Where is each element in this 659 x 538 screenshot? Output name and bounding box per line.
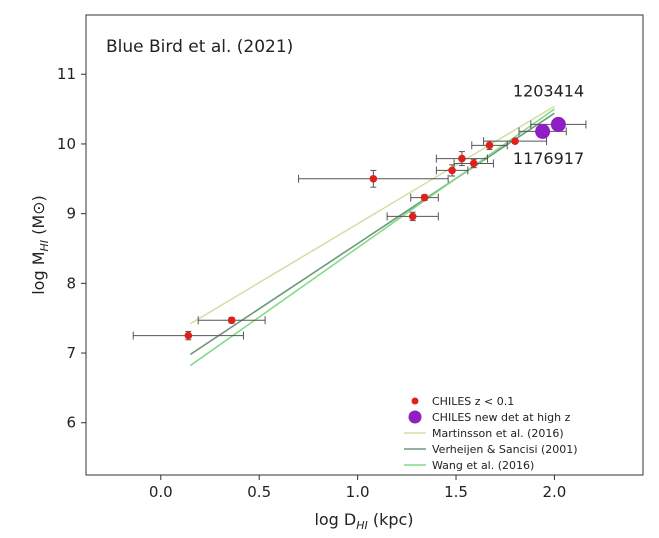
chiles-point: [420, 193, 429, 202]
x-axis-ticks: 0.0 0.5 1.0 1.5 2.0: [149, 475, 566, 501]
x-tick-label: 1.0: [346, 483, 370, 501]
chiles-point: [458, 154, 466, 163]
chart-title: Blue Bird et al. (2021): [106, 37, 293, 57]
x-tick-label: 1.5: [444, 483, 468, 501]
y-axis-ticks: 6 7 8 9 10 11: [57, 65, 86, 432]
x-axis-label-sub: HI: [356, 519, 368, 532]
legend-label: CHILES z < 0.1: [432, 395, 514, 408]
y-axis-label-sub: HI: [38, 240, 51, 252]
x-axis-label: log DHI (kpc): [314, 510, 413, 532]
chiles-point: [408, 212, 417, 221]
legend-marker: [411, 397, 419, 405]
y-tick-label: 11: [57, 65, 76, 83]
x-tick-label: 0.0: [149, 483, 173, 501]
y-axis-label: log MHI (M⊙): [29, 195, 51, 295]
fit-lines: [189, 105, 555, 367]
y-axis-label-main: log M: [29, 252, 48, 295]
legend-label: Verheijen & Sancisi (2001): [432, 443, 578, 456]
legend: CHILES z < 0.1 CHILES new det at high z Ma…: [404, 395, 578, 472]
x-tick-label: 0.5: [247, 483, 271, 501]
x-tick-label: 2.0: [543, 483, 567, 501]
galaxy-id-annotation: 1203414: [513, 82, 584, 101]
y-tick-label: 7: [66, 344, 76, 362]
data-points: [184, 116, 566, 340]
y-tick-label: 10: [57, 135, 76, 153]
high-z-detection-point: [550, 116, 566, 132]
plot-area-frame: [85, 14, 644, 476]
fit-line: [189, 108, 555, 367]
chiles-point: [511, 137, 519, 145]
chiles-point: [184, 331, 193, 340]
y-tick-label: 6: [66, 414, 76, 432]
x-axis-label-unit: (kpc): [368, 510, 414, 529]
chiles-point: [485, 141, 494, 150]
y-tick-label: 8: [66, 274, 76, 292]
y-tick-label: 9: [66, 205, 76, 223]
chiles-point: [448, 166, 456, 175]
high-z-detection-point: [535, 123, 551, 139]
y-axis-label-unit: (M⊙): [29, 195, 48, 240]
legend-label: Wang et al. (2016): [432, 459, 534, 472]
chiles-point: [227, 316, 236, 325]
annotations: 1203414 1176917: [513, 82, 584, 169]
legend-label: CHILES new det at high z: [432, 411, 571, 424]
chiles-point: [469, 159, 478, 168]
chiles-point: [369, 174, 378, 183]
legend-marker: [408, 410, 422, 424]
galaxy-id-annotation: 1176917: [513, 149, 584, 168]
fit-line: [189, 105, 555, 325]
fit-line: [189, 112, 555, 356]
x-axis-label-main: log D: [314, 510, 356, 529]
legend-label: Martinsson et al. (2016): [432, 427, 564, 440]
